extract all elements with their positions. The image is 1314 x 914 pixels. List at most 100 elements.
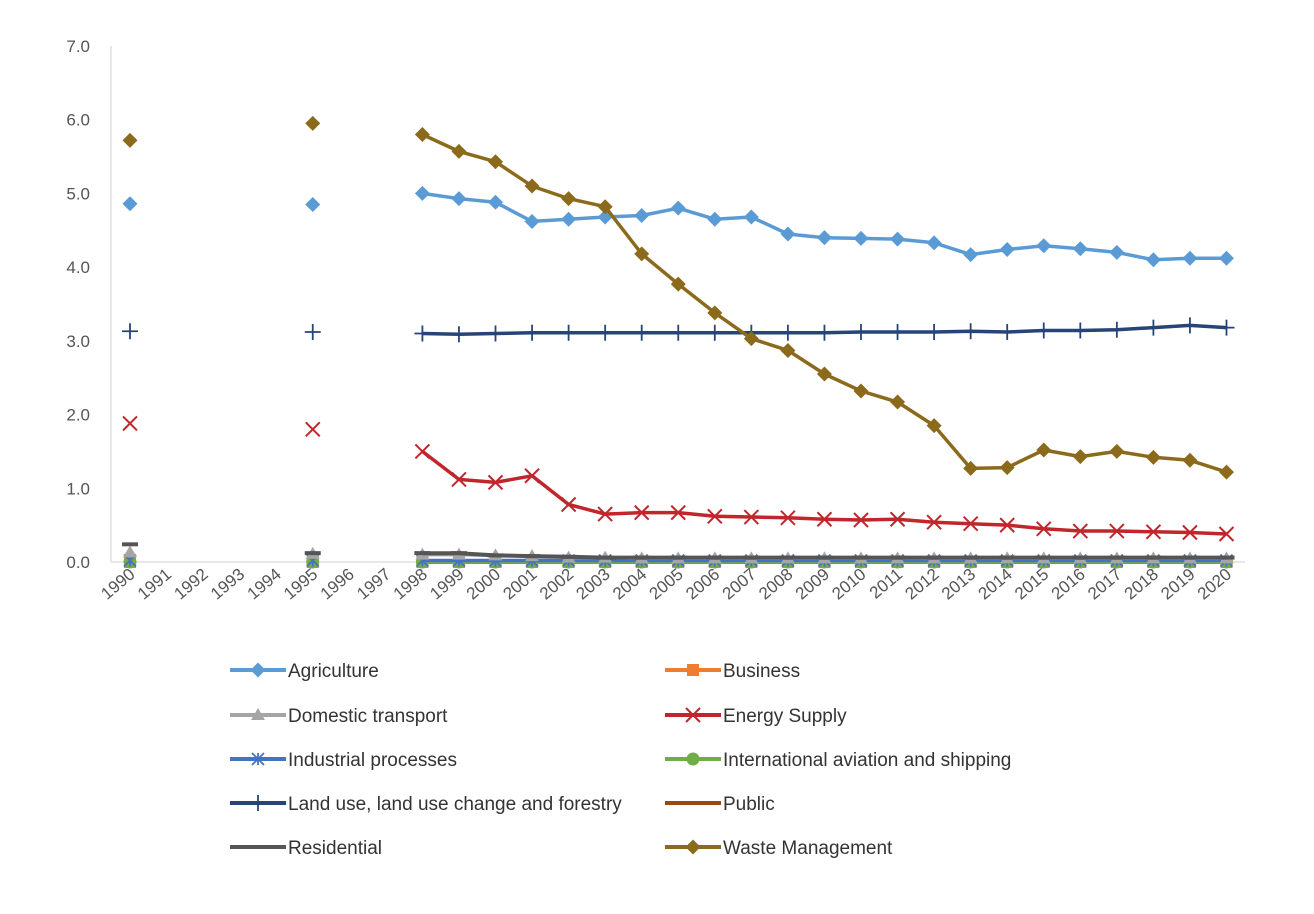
legend-marker: [686, 752, 700, 766]
x-tick-label: 1990: [97, 565, 138, 604]
data-point: [1108, 321, 1125, 338]
data-point: [1072, 449, 1088, 465]
data-point: [816, 511, 833, 527]
x-tick-label: 2020: [1194, 565, 1235, 604]
y-tick-label: 1.0: [66, 479, 90, 498]
data-point: [853, 230, 869, 246]
data-point: [999, 460, 1015, 476]
data-point: [743, 209, 759, 225]
data-point: [561, 211, 577, 227]
data-point: [816, 324, 833, 341]
data-point: [560, 324, 577, 341]
legend-label: Industrial processes: [288, 750, 457, 771]
series-energy-supply: [122, 415, 1235, 542]
data-point: [853, 512, 869, 528]
data-point: [670, 324, 687, 341]
x-tick-label: 2005: [646, 565, 687, 604]
data-point: [706, 324, 723, 341]
x-tick-label: 2007: [719, 565, 760, 604]
data-point: [633, 324, 650, 341]
legend-marker: [250, 795, 266, 811]
series-land-use-land-use-change-and-forestry: [122, 317, 1235, 343]
legend-label: Agriculture: [288, 661, 379, 682]
x-tick-label: 2014: [975, 565, 1016, 604]
data-point: [305, 421, 321, 438]
chart-legend: Agriculture Business Domestic transport Ene…: [230, 661, 1011, 859]
data-point: [999, 517, 1015, 533]
x-tick-label: 1997: [353, 565, 394, 604]
x-tick-label: 1999: [426, 565, 467, 604]
data-point: [305, 196, 321, 212]
x-tick-label: 1993: [207, 565, 248, 604]
legend-item: Domestic transport: [230, 706, 448, 727]
x-tick-label: 2015: [1011, 565, 1052, 604]
y-tick-label: 3.0: [66, 332, 90, 351]
data-point: [1109, 244, 1125, 260]
data-point: [123, 545, 137, 558]
chart-axes: [110, 46, 1245, 563]
series-agriculture: [122, 185, 1234, 268]
data-point: [816, 230, 832, 246]
legend-item: Land use, land use change and forestry: [230, 794, 622, 815]
x-tick-label: 2010: [828, 565, 869, 604]
legend-item: Energy Supply: [665, 706, 847, 727]
x-tick-label: 2004: [609, 565, 650, 604]
data-point: [743, 509, 760, 525]
y-tick-label: 4.0: [66, 258, 90, 277]
x-tick-label: 2000: [463, 565, 504, 604]
data-point: [524, 324, 541, 341]
data-point: [780, 342, 796, 358]
x-axis-ticks: 1990199119921993199419951996199719981999…: [97, 565, 1235, 604]
legend-marker: [251, 752, 265, 766]
data-point: [1145, 319, 1162, 336]
legend-label: Domestic transport: [288, 706, 448, 727]
series-line: [421, 132, 1228, 474]
data-point: [524, 468, 540, 484]
data-point: [1182, 452, 1198, 468]
series-residential: [122, 542, 1235, 560]
y-tick-label: 5.0: [66, 184, 90, 203]
data-point: [451, 143, 467, 159]
data-point: [414, 185, 430, 201]
data-point: [853, 324, 869, 341]
data-point: [450, 326, 467, 343]
data-point: [1219, 464, 1234, 480]
y-tick-label: 2.0: [66, 406, 90, 425]
legend-item: Business: [665, 661, 800, 682]
x-tick-label: 2003: [573, 565, 614, 604]
x-tick-label: 1996: [317, 565, 358, 604]
data-point: [488, 194, 503, 210]
data-point: [597, 506, 613, 522]
x-tick-label: 1994: [244, 565, 285, 604]
x-tick-label: 2019: [1157, 565, 1198, 604]
data-point: [889, 324, 906, 341]
legend-label: Energy Supply: [723, 706, 847, 727]
x-tick-label: 2002: [536, 565, 577, 604]
y-axis-ticks: 0.0 1.0 2.0 3.0 4.0 5.0 6.0 7.0: [66, 37, 90, 572]
x-tick-label: 2012: [901, 565, 942, 604]
data-point: [1036, 521, 1052, 537]
data-point: [1181, 317, 1198, 334]
data-point: [1218, 526, 1235, 542]
legend-label: Public: [723, 794, 775, 815]
legend-item: Waste Management: [665, 838, 893, 859]
data-point: [962, 323, 979, 340]
data-point: [707, 211, 723, 227]
x-tick-label: 2008: [755, 565, 796, 604]
data-point: [1219, 250, 1234, 266]
legend-item: Public: [665, 794, 775, 815]
series-line: [421, 450, 1227, 536]
data-point: [890, 394, 906, 410]
data-point: [999, 241, 1015, 257]
data-point: [1182, 250, 1198, 266]
legend-item: Industrial processes: [230, 750, 457, 771]
legend-item: International aviation and shipping: [665, 750, 1011, 771]
chart-series: [122, 115, 1235, 569]
legend-label: Residential: [288, 838, 382, 859]
legend-marker: [685, 839, 701, 855]
data-point: [487, 325, 504, 342]
legend-marker: [685, 707, 701, 723]
data-point: [963, 460, 979, 476]
data-point: [122, 415, 138, 432]
data-point: [414, 126, 430, 142]
